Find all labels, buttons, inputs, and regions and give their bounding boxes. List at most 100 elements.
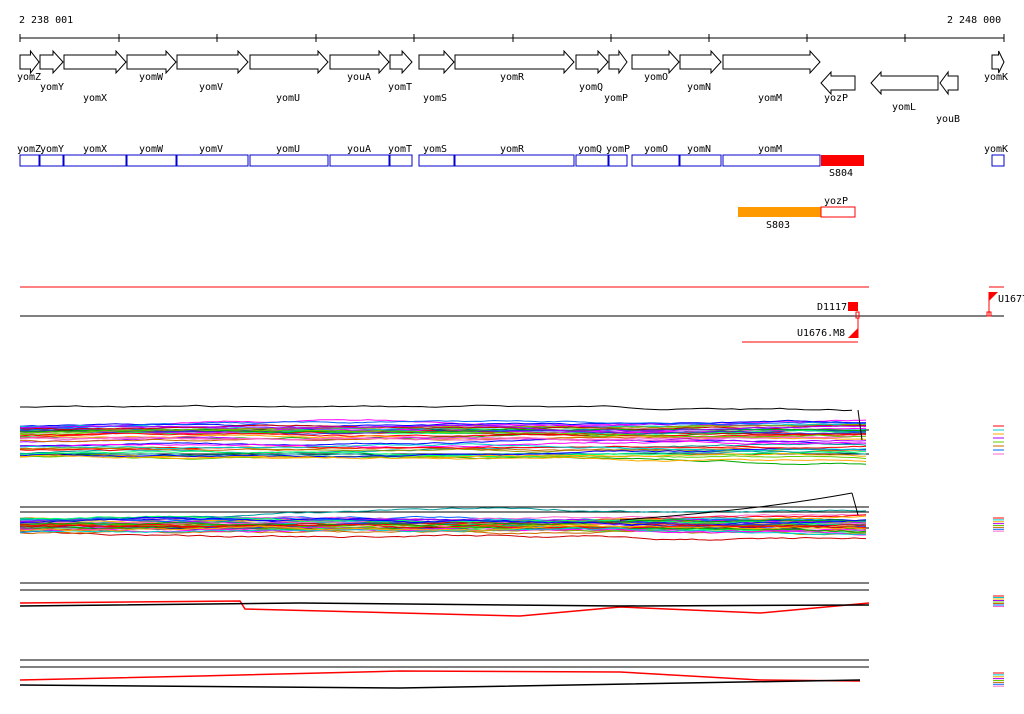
expression-trace xyxy=(19,523,867,530)
segment-label: yomS xyxy=(423,144,447,155)
segment-yomZ[interactable]: yomZ xyxy=(17,144,41,167)
segment-label: yomU xyxy=(276,144,300,155)
gene-label: youB xyxy=(936,114,960,125)
gene-yomV[interactable]: yomV xyxy=(176,49,249,93)
segment-yomV[interactable]: yomV xyxy=(176,144,249,167)
feature-d-marker[interactable] xyxy=(848,302,858,311)
gene-yomW[interactable]: yomW xyxy=(126,49,177,83)
segment-box[interactable] xyxy=(722,154,821,167)
segment-box[interactable] xyxy=(631,154,680,167)
segment-box[interactable] xyxy=(608,154,628,167)
segment-label: yomW xyxy=(139,144,164,155)
segment-yomX[interactable]: yomX xyxy=(63,144,127,167)
gene-yomR[interactable]: yomR xyxy=(454,49,575,83)
segment-yomU[interactable]: yomU xyxy=(249,144,329,167)
gene-arrow[interactable] xyxy=(249,49,329,75)
gene-arrow[interactable] xyxy=(722,49,821,75)
gene-arrow[interactable] xyxy=(418,49,455,75)
gene-yomT[interactable]: yomT xyxy=(388,49,413,93)
segment-yomW[interactable]: yomW xyxy=(126,144,177,167)
gene-arrow[interactable] xyxy=(939,70,959,96)
gene-yomP[interactable]: yomP xyxy=(604,49,628,104)
gene-arrow[interactable] xyxy=(126,49,177,75)
segment-s804[interactable] xyxy=(821,155,864,166)
expression-trace xyxy=(619,492,853,521)
gene-youA[interactable]: youA xyxy=(329,49,390,83)
segment-yomK[interactable]: yomK xyxy=(984,144,1008,167)
expression-trace xyxy=(19,450,867,457)
segment-box[interactable] xyxy=(418,154,455,167)
expression-trace xyxy=(19,527,867,536)
segment-box[interactable] xyxy=(575,154,609,167)
segment-box[interactable] xyxy=(454,154,575,167)
gene-label: yomK xyxy=(984,72,1008,83)
segment-yomQ[interactable]: yomQ xyxy=(575,144,609,167)
segment-yomS[interactable]: yomS xyxy=(418,144,455,167)
gene-arrow[interactable] xyxy=(820,70,856,96)
gene-yomO[interactable]: yomO xyxy=(631,49,680,83)
gene-arrow[interactable] xyxy=(389,49,413,75)
gene-arrow[interactable] xyxy=(991,50,1005,74)
gene-yomU[interactable]: yomU xyxy=(249,49,329,104)
gene-label: yomQ xyxy=(579,82,603,93)
segment-label: yomO xyxy=(644,144,668,155)
segment-box[interactable] xyxy=(63,154,127,167)
gene-arrow[interactable] xyxy=(176,49,249,75)
gene-arrow[interactable] xyxy=(63,49,127,75)
segment-label: yomQ xyxy=(578,144,602,155)
segment-youA[interactable]: youA xyxy=(329,144,390,167)
gene-label: yomS xyxy=(423,93,447,104)
segment-yomT[interactable]: yomT xyxy=(388,144,413,167)
segment-yomY[interactable]: yomY xyxy=(39,144,64,167)
gene-yomK[interactable]: yomK xyxy=(984,50,1008,83)
gene-yomS[interactable]: yomS xyxy=(418,49,455,104)
gene-yozP[interactable]: yozP xyxy=(820,70,856,104)
segment-label: yomN xyxy=(687,144,711,155)
expression-trace xyxy=(19,679,861,689)
gene-yomQ[interactable]: yomQ xyxy=(575,49,609,93)
gene-yomZ[interactable]: yomZ xyxy=(17,49,41,83)
segment-yomM[interactable]: yomM xyxy=(722,144,821,167)
segment-label: yomT xyxy=(388,144,412,155)
gene-yomN[interactable]: yomN xyxy=(679,49,722,93)
mini-frame xyxy=(985,673,988,688)
gene-arrow[interactable] xyxy=(329,49,390,75)
expression-trace xyxy=(19,419,867,431)
gene-arrow[interactable] xyxy=(39,49,64,75)
segment-box[interactable] xyxy=(991,154,1005,167)
gene-label: yomZ xyxy=(17,72,41,83)
gene-label: yomM xyxy=(758,93,782,104)
segment-yomR[interactable]: yomR xyxy=(454,144,575,167)
segment-box[interactable] xyxy=(679,154,722,167)
gene-arrow[interactable] xyxy=(575,49,609,75)
gene-yomY[interactable]: yomY xyxy=(39,49,64,93)
feature-u-right-marker[interactable] xyxy=(989,292,998,301)
gene-arrow[interactable] xyxy=(19,49,40,75)
gene-label: yomW xyxy=(139,72,164,83)
segment-box[interactable] xyxy=(389,154,413,167)
segment-box[interactable] xyxy=(39,154,64,167)
gene-arrow[interactable] xyxy=(870,70,939,96)
segment-yozP[interactable]: yozP xyxy=(820,196,856,218)
expression-trace xyxy=(19,452,867,460)
segment-box[interactable] xyxy=(820,206,856,218)
segment-box[interactable] xyxy=(19,154,40,167)
segment-box[interactable] xyxy=(176,154,249,167)
gene-yomX[interactable]: yomX xyxy=(63,49,127,104)
feature-u-marker[interactable] xyxy=(848,328,858,338)
gene-yomM[interactable]: yomM xyxy=(722,49,821,104)
segment-yomN[interactable]: yomN xyxy=(679,144,722,167)
gene-arrow[interactable] xyxy=(679,49,722,75)
segment-yomP[interactable]: yomP xyxy=(606,144,630,167)
gene-arrow[interactable] xyxy=(631,49,680,75)
gene-yomL[interactable]: yomL xyxy=(870,70,939,113)
segment-s803[interactable] xyxy=(738,207,821,217)
gene-arrow[interactable] xyxy=(608,49,628,75)
gene-arrow[interactable] xyxy=(454,49,575,75)
segment-box[interactable] xyxy=(249,154,329,167)
segment-yomO[interactable]: yomO xyxy=(631,144,680,167)
segment-box[interactable] xyxy=(329,154,390,167)
gene-youB[interactable]: youB xyxy=(936,70,960,125)
segment-box[interactable] xyxy=(126,154,177,167)
